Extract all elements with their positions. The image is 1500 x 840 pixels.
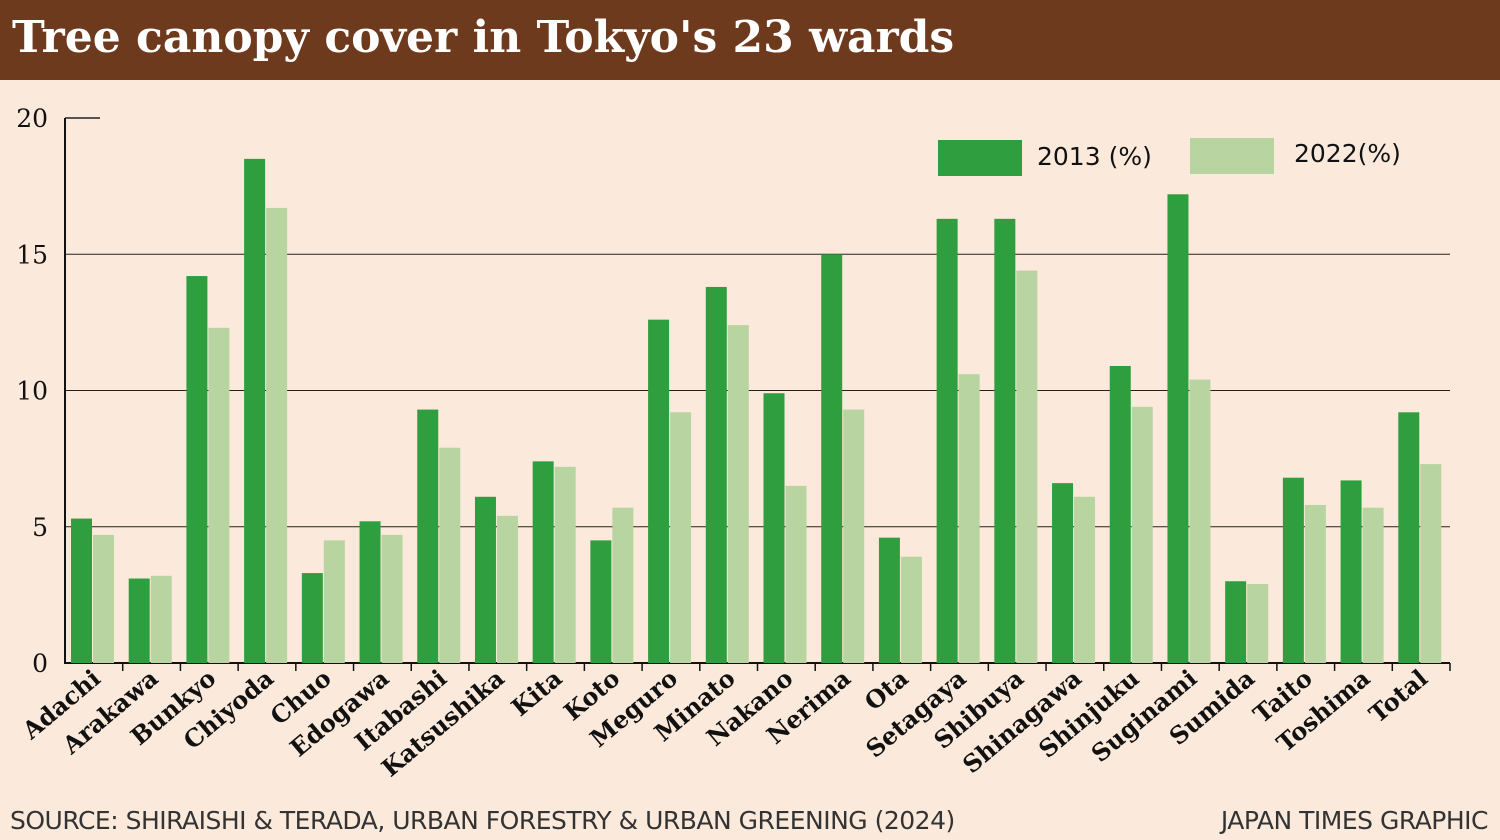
bar-2022	[1131, 406, 1153, 663]
bar-2013	[1052, 483, 1074, 663]
bar-2022	[1074, 496, 1096, 663]
bar-2013	[244, 158, 266, 663]
bar-2022	[1362, 507, 1384, 663]
bar-2013	[1340, 480, 1362, 663]
y-tick-label: 10	[16, 377, 48, 406]
bar-2013	[1167, 194, 1189, 664]
bar-2022	[381, 534, 403, 663]
bar-2013	[763, 393, 785, 663]
bar-2013	[878, 537, 900, 663]
bar-2022	[727, 325, 749, 663]
bar-2022	[93, 534, 114, 663]
y-tick-label: 5	[32, 513, 48, 542]
bar-2022	[150, 575, 172, 663]
bar-2022	[843, 409, 865, 663]
bar-2022	[208, 327, 230, 663]
bar-2013	[1398, 412, 1420, 663]
legend-swatch-2022	[1190, 138, 1274, 174]
bar-2022	[1189, 379, 1211, 663]
bar-2013	[186, 276, 208, 663]
bar-2013	[1282, 477, 1304, 663]
bar-2022	[554, 466, 576, 663]
bar-2013	[532, 461, 554, 663]
bar-2022	[612, 507, 634, 663]
bar-2013	[648, 319, 670, 663]
bar-2022	[1420, 464, 1442, 663]
bar-2022	[1016, 270, 1038, 663]
bar-2022	[266, 207, 288, 664]
x-tick-label: Kita	[506, 663, 568, 722]
bar-2013	[359, 521, 381, 663]
legend-label-2022: 2022(%)	[1294, 139, 1401, 168]
bar-2013	[590, 540, 612, 663]
bar-2013	[417, 409, 439, 663]
bar-2022	[900, 556, 922, 663]
y-tick-label: 15	[16, 240, 48, 269]
bar-2022	[323, 540, 345, 663]
credit-note: JAPAN TIMES GRAPHIC	[1220, 806, 1489, 835]
legend-swatch-2013	[938, 140, 1022, 176]
y-tick-label: 0	[32, 649, 48, 678]
bar-2013	[474, 496, 496, 663]
bar-2022	[439, 447, 461, 663]
x-tick-label: Total	[1363, 663, 1433, 728]
bar-2013	[1225, 581, 1247, 663]
bar-chart: 05101520AdachiArakawaBunkyoChiyodaChuoEd…	[16, 104, 1451, 782]
bar-2013	[71, 518, 92, 663]
bar-2022	[785, 485, 807, 663]
header-bar: Tree canopy cover in Tokyo's 23 wards	[0, 0, 1500, 80]
legend-label-2013: 2013 (%)	[1037, 142, 1152, 171]
bar-2022	[958, 374, 980, 663]
bar-2022	[496, 515, 518, 663]
bar-2022	[1247, 583, 1269, 663]
bar-2013	[994, 218, 1016, 663]
bar-2013	[821, 254, 843, 663]
bar-2013	[128, 578, 150, 663]
bar-2022	[670, 412, 692, 663]
bar-2013	[936, 218, 958, 663]
chart-title: Tree canopy cover in Tokyo's 23 wards	[12, 12, 955, 63]
y-tick-label: 20	[16, 104, 48, 133]
bar-2013	[301, 573, 323, 663]
bar-2022	[1304, 504, 1326, 663]
bar-2013	[705, 286, 727, 663]
source-note: SOURCE: SHIRAISHI & TERADA, URBAN FOREST…	[10, 806, 955, 835]
bar-2013	[1109, 365, 1131, 663]
